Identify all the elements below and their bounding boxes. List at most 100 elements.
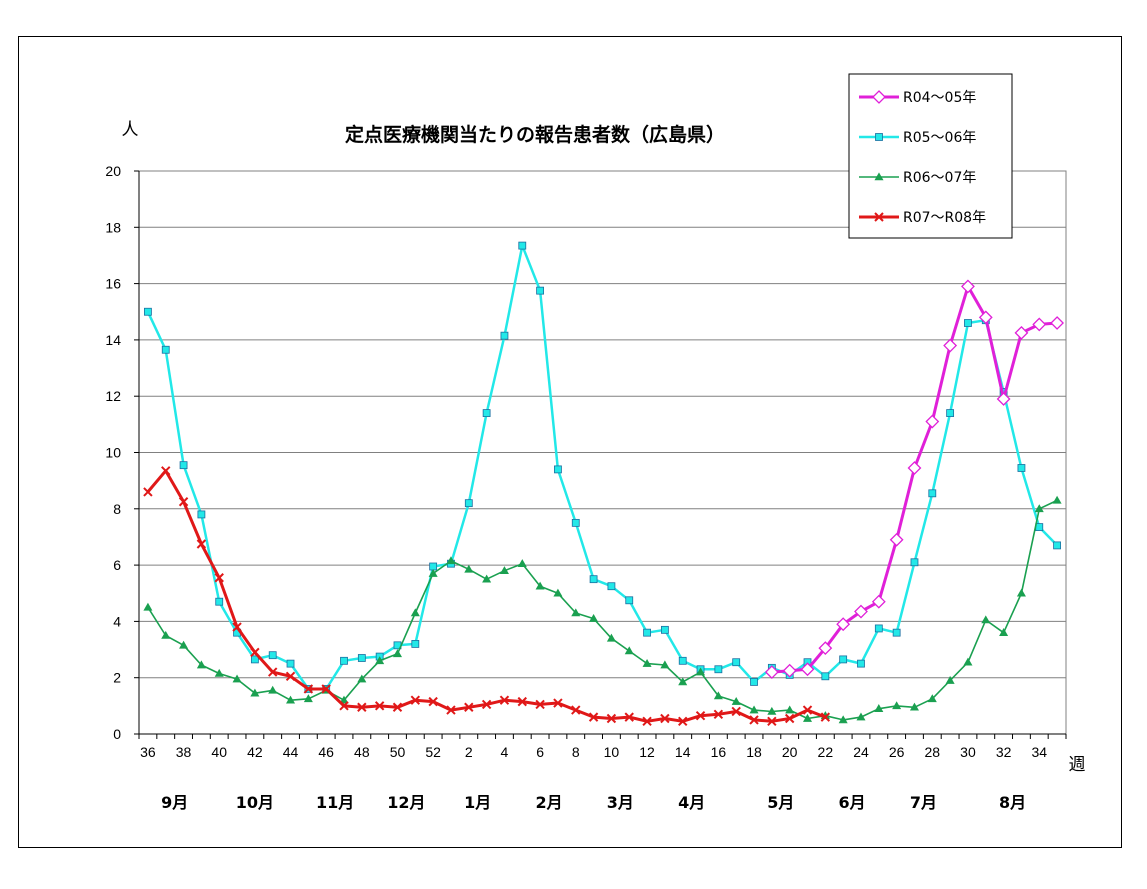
data-point [642, 716, 652, 727]
data-point [392, 702, 403, 712]
data-point [357, 654, 366, 662]
data-point-stroke [571, 705, 581, 715]
data-point [713, 691, 723, 700]
data-point-stroke [161, 466, 171, 476]
data-point [214, 668, 224, 677]
data-point [642, 659, 652, 667]
data-point [499, 566, 509, 575]
data-point [500, 331, 509, 340]
data-point [250, 647, 260, 658]
x-tick-label: 30 [960, 744, 976, 760]
data-point-stroke [374, 701, 385, 711]
data-point-stroke [588, 712, 599, 722]
month-label: 9月 [161, 793, 188, 812]
grid [138, 170, 1067, 735]
legend-label: R05～06年 [903, 130, 976, 146]
y-tick-label: 4 [113, 613, 121, 629]
legend-label: R06～07年 [903, 170, 976, 186]
x-tick-label: 8 [572, 744, 580, 760]
x-tick-label: 16 [711, 744, 727, 760]
data-point [660, 625, 669, 634]
data-point [678, 656, 687, 665]
data-point-stroke [874, 212, 884, 222]
data-point [606, 633, 616, 642]
data-point [339, 701, 349, 711]
data-point-stroke [678, 716, 688, 727]
data-point [643, 628, 651, 637]
data-point [678, 716, 688, 727]
month-label: 6月 [839, 793, 866, 812]
x-tick-label: 14 [675, 744, 691, 760]
month-label: 11月 [316, 793, 354, 812]
data-point [1017, 464, 1026, 472]
data-point [872, 90, 886, 104]
data-point-stroke [143, 487, 153, 497]
data-point-stroke [321, 684, 331, 694]
data-point-stroke [535, 699, 545, 710]
data-point-stroke [446, 705, 456, 715]
data-point [553, 588, 563, 597]
series-line [146, 244, 1058, 691]
legend-entry: R05～06年 [859, 130, 976, 146]
x-tick-label: 50 [390, 744, 406, 760]
data-point [874, 212, 884, 222]
data-point [357, 674, 367, 683]
y-tick-label: 12 [105, 388, 121, 404]
data-point [927, 694, 937, 703]
data-point [411, 640, 420, 648]
data-point [820, 712, 831, 722]
data-point-stroke [464, 702, 474, 712]
data-point-stroke [660, 713, 670, 724]
data-point [499, 695, 510, 705]
data-point [767, 706, 777, 715]
data-point [286, 695, 296, 704]
y-tick-label: 10 [105, 445, 121, 461]
data-point [161, 466, 171, 476]
data-point [750, 678, 758, 686]
data-point-stroke [499, 695, 510, 705]
month-label: 4月 [678, 793, 705, 812]
data-point [731, 706, 741, 717]
data-point-stroke [517, 696, 527, 707]
data-point [143, 602, 153, 611]
data-point-stroke [820, 712, 831, 722]
data-point [161, 345, 170, 354]
data-point [464, 564, 474, 573]
data-point [571, 705, 581, 715]
data-point-stroke [410, 695, 421, 705]
data-point [464, 702, 474, 712]
data-point [518, 241, 527, 250]
data-point [945, 675, 955, 684]
series-3 [143, 495, 1062, 724]
data-point-stroke [553, 698, 563, 708]
data-point [303, 684, 314, 694]
data-point [909, 702, 919, 711]
data-point [695, 710, 706, 721]
series-2 [144, 241, 1061, 693]
data-point [571, 518, 580, 527]
data-point-stroke [642, 716, 652, 727]
data-point-stroke [713, 709, 724, 720]
y-tick-label: 0 [113, 726, 121, 742]
data-point [339, 695, 349, 704]
data-point [232, 674, 242, 683]
month-label: 2月 [535, 793, 562, 812]
data-point [892, 701, 902, 710]
data-point [161, 630, 171, 639]
data-point [1034, 504, 1044, 513]
data-point [357, 702, 367, 712]
data-point [1053, 541, 1061, 550]
data-point [889, 532, 904, 547]
chart-frame [18, 36, 1122, 848]
data-point [981, 615, 991, 624]
data-point [143, 487, 153, 497]
data-point [943, 338, 958, 353]
data-point [303, 694, 313, 703]
data-point-stroke [731, 706, 741, 717]
chart-title: 定点医療機関当たりの報告患者数（広島県） [345, 123, 725, 146]
data-point [624, 712, 634, 722]
x-tick-label: 48 [354, 744, 370, 760]
month-label: 5月 [767, 793, 794, 812]
data-point [856, 712, 866, 721]
